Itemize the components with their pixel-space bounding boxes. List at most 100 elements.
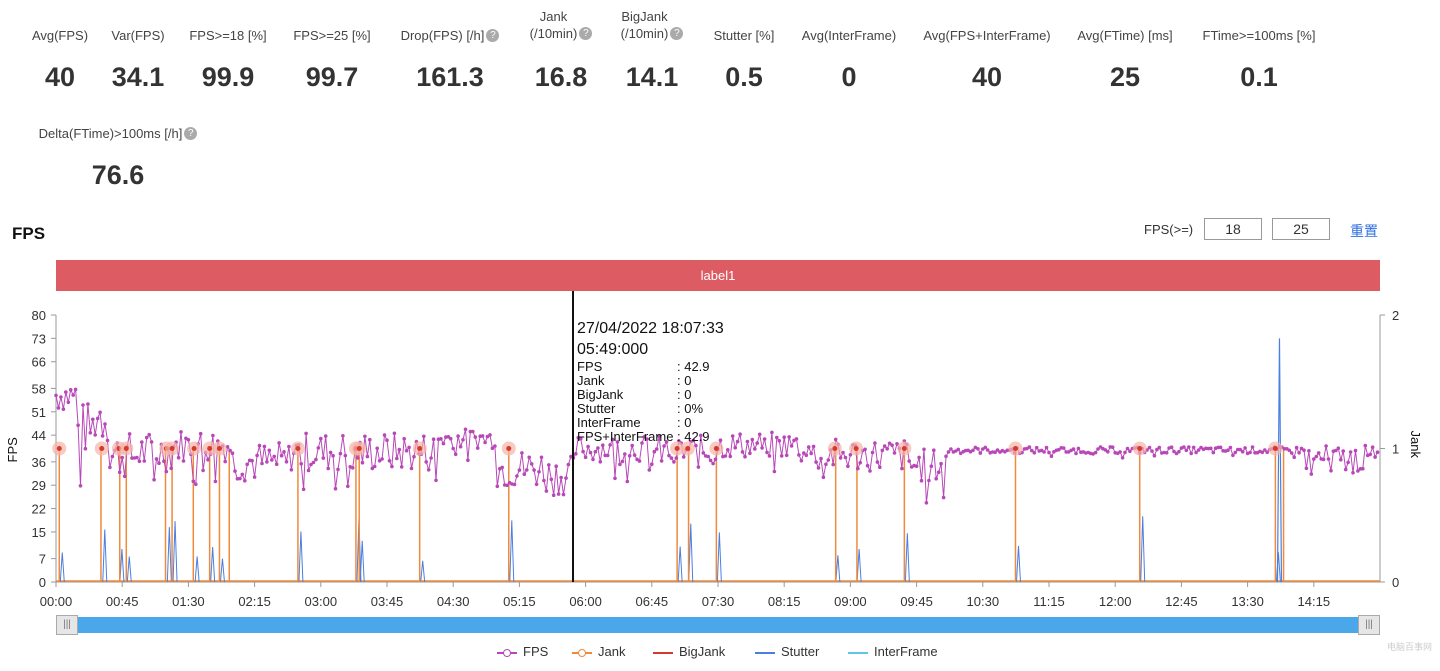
legend-item[interactable]: InterFrame xyxy=(848,644,938,659)
stutter-spike xyxy=(119,549,125,583)
legend-item[interactable]: BigJank xyxy=(653,644,725,659)
fps-point xyxy=(696,465,701,469)
fps-point xyxy=(341,434,345,438)
fps-point xyxy=(522,472,527,476)
help-icon[interactable]: ? xyxy=(670,27,684,41)
fps-point xyxy=(856,466,860,471)
tooltip-key: InterFrame xyxy=(577,415,641,430)
fps-point xyxy=(662,444,666,448)
fps-point xyxy=(885,447,889,451)
fps-point xyxy=(1076,446,1081,451)
label-bar[interactable]: label1 xyxy=(56,260,1380,291)
time-range-slider[interactable]: ||| ||| xyxy=(56,615,1380,635)
legend-item[interactable]: Stutter xyxy=(755,644,819,659)
fps-point xyxy=(1164,451,1169,455)
fps-point xyxy=(1194,450,1198,455)
slider-track[interactable] xyxy=(56,617,1380,633)
fps-point xyxy=(1155,447,1159,452)
fps-point xyxy=(814,460,818,464)
metric-value: 0.1 xyxy=(1240,62,1278,92)
metric-12: Delta(FTime)>100ms [/h]? 76.6 xyxy=(18,125,218,190)
metric-label: Var(FPS) xyxy=(111,28,165,43)
x-tick-label: 01:30 xyxy=(172,594,205,609)
fps-point xyxy=(1351,471,1355,475)
fps-point xyxy=(598,460,603,464)
fps-point xyxy=(542,478,546,483)
fps-point xyxy=(458,444,463,449)
metric-value: 16.8 xyxy=(534,62,588,92)
fps-point xyxy=(198,431,203,436)
tooltip-key: FPS+InterFrame xyxy=(577,429,674,444)
y-tick-label: 36 xyxy=(32,455,46,470)
metric-1: Var(FPS) 34.1 xyxy=(38,27,238,92)
fps-point xyxy=(71,393,75,397)
fps-point xyxy=(1110,445,1115,449)
fps-point xyxy=(537,470,541,474)
help-icon[interactable]: ? xyxy=(579,27,593,41)
fps-point xyxy=(618,462,622,467)
fps-point xyxy=(652,449,657,454)
fps-point xyxy=(1049,454,1054,458)
fps-point xyxy=(262,444,267,449)
metric-label: Stutter [%] xyxy=(713,28,775,43)
fps-point xyxy=(586,444,590,449)
fps-point xyxy=(588,450,593,455)
bigjank-point xyxy=(506,446,512,451)
fps-chart[interactable]: 0 7 15 22 29 36 44 51 58 66 73 80 0 1 2 00:00 00:45 01:30… xyxy=(0,291,1440,613)
fps-point xyxy=(559,475,563,480)
fps-point xyxy=(135,455,139,460)
fps-point xyxy=(1309,472,1314,476)
fps-point xyxy=(223,459,227,464)
fps-point xyxy=(593,449,598,454)
fps-point xyxy=(775,435,779,440)
fps-point xyxy=(387,459,392,463)
fps-point xyxy=(664,440,669,444)
reset-button[interactable]: 重置 xyxy=(1350,223,1378,239)
fps-point xyxy=(243,478,247,483)
fps-point xyxy=(657,434,661,438)
slider-left-handle[interactable]: ||| xyxy=(56,615,78,635)
help-icon[interactable]: ? xyxy=(184,127,198,141)
bigjank-point xyxy=(1012,446,1018,451)
fps-threshold-2-input[interactable]: 25 xyxy=(1272,218,1330,240)
fps-point xyxy=(941,495,946,500)
metric-value: 99.7 xyxy=(305,62,359,92)
x-tick-label: 04:30 xyxy=(437,594,470,609)
fps-point xyxy=(1233,450,1238,455)
fps-point xyxy=(191,479,196,484)
fps-point xyxy=(762,437,767,441)
help-icon[interactable]: ? xyxy=(486,29,500,43)
metric-label: Drop(FPS) [/h] xyxy=(400,28,485,43)
fps-point xyxy=(412,454,416,459)
fps-point xyxy=(1336,446,1341,450)
fps-point xyxy=(699,433,703,438)
fps-point xyxy=(1321,457,1326,462)
fps-point xyxy=(748,451,752,456)
fps-point xyxy=(105,438,110,443)
fps-threshold-1-input[interactable]: 18 xyxy=(1204,218,1262,240)
stutter-spike xyxy=(677,546,683,583)
fps-point xyxy=(1356,469,1360,473)
y-tick-label: 80 xyxy=(32,308,46,323)
x-tick-label: 13:30 xyxy=(1231,594,1264,609)
fps-point xyxy=(265,460,269,464)
fps-point xyxy=(194,482,198,486)
fps-point xyxy=(331,454,335,458)
bigjank-point xyxy=(1272,446,1278,451)
fps-point xyxy=(157,461,161,465)
stutter-spike xyxy=(126,556,132,583)
fps-point xyxy=(91,417,95,422)
legend-item[interactable]: Jank xyxy=(572,644,625,659)
fps-point xyxy=(441,441,446,446)
metric-5: Jank (/10min)? 16.8 xyxy=(461,8,661,92)
fps-point xyxy=(1307,449,1311,453)
fps-point xyxy=(1150,449,1154,453)
legend-item[interactable]: FPS xyxy=(497,644,548,659)
fps-point xyxy=(83,446,88,451)
legend-label: FPS xyxy=(523,644,549,659)
metric-value: 40 xyxy=(44,62,76,92)
fps-point xyxy=(956,447,961,452)
fps-point xyxy=(426,468,431,472)
slider-right-handle[interactable]: ||| xyxy=(1358,615,1380,635)
fps-point xyxy=(1263,448,1267,452)
